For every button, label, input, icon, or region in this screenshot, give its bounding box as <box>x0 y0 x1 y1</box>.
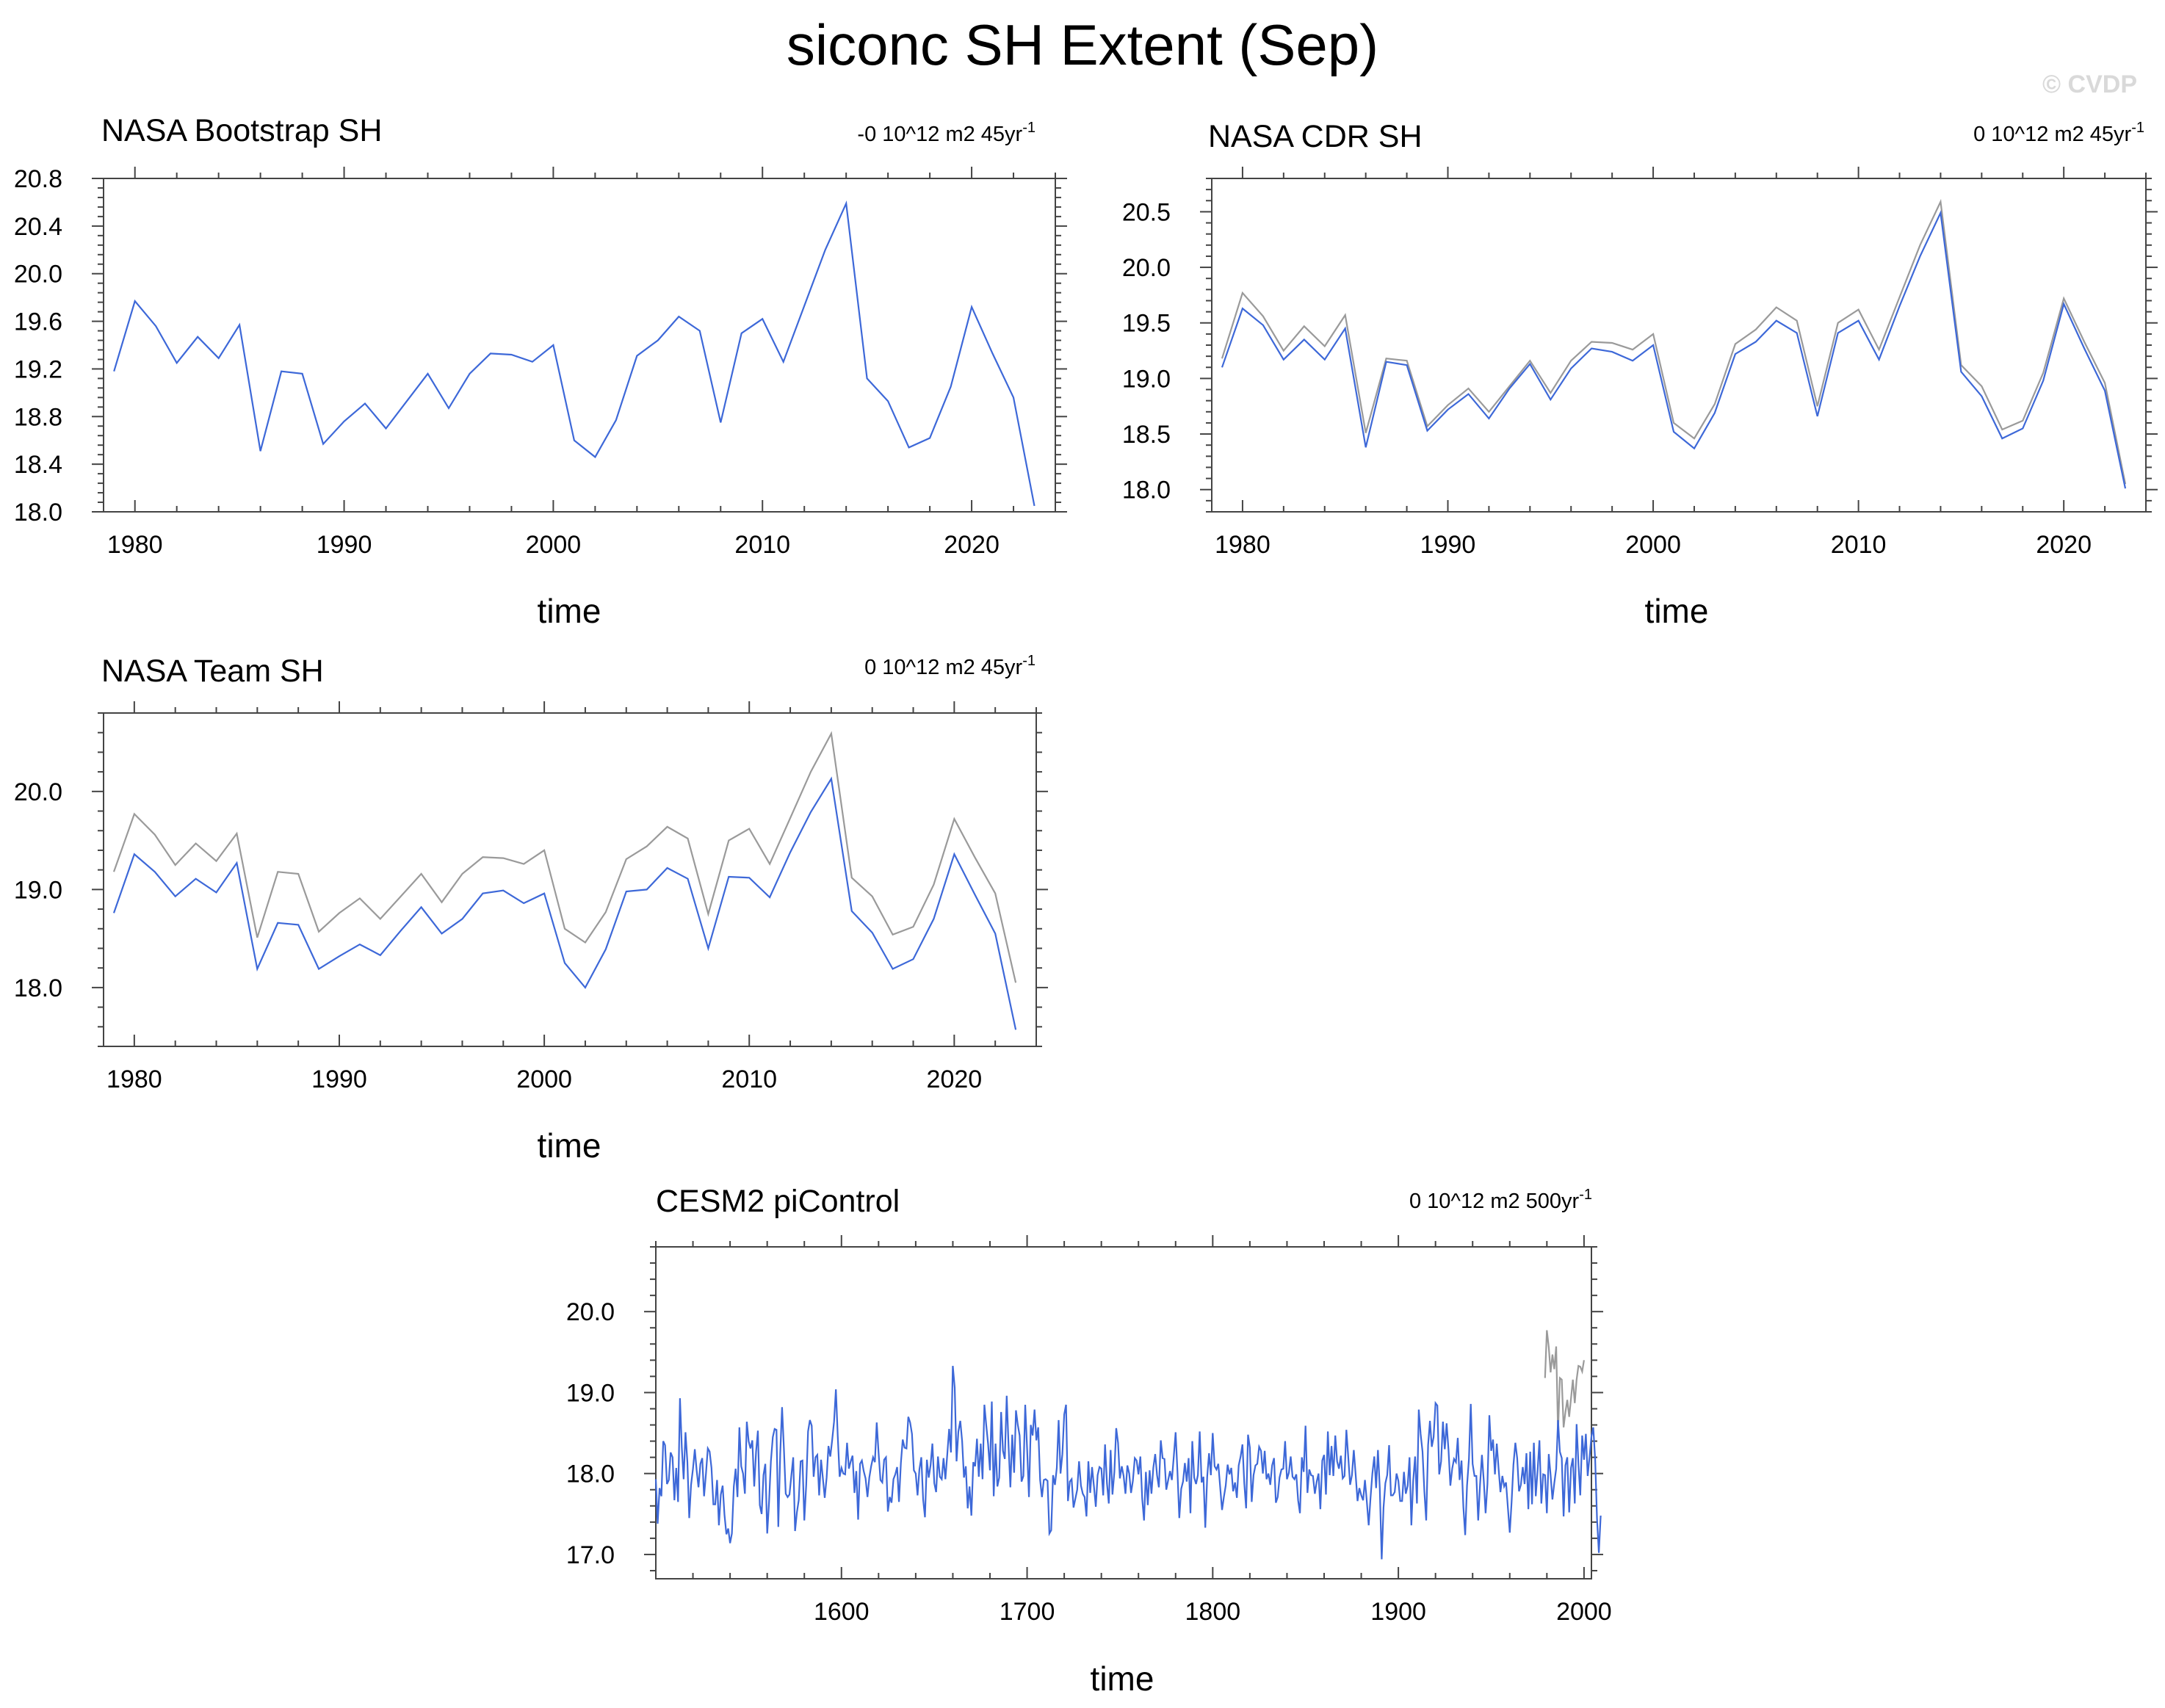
y-tick-label: 20.8 <box>14 165 62 193</box>
y-tick-label: 19.0 <box>566 1379 615 1407</box>
y-tick-label: 20.4 <box>14 213 62 241</box>
trend-label: 0 10^12 m2 45yr-1 <box>864 653 1035 679</box>
x-tick-label: 1980 <box>1215 531 1271 559</box>
plot-frame <box>103 712 1037 1047</box>
x-tick-label: 2020 <box>927 1065 983 1093</box>
panel-title: CESM2 piControl <box>656 1184 900 1219</box>
observed-series-line <box>1544 1330 1585 1433</box>
x-tick-label: 1990 <box>311 1065 367 1093</box>
x-tick-label: 2010 <box>721 1065 777 1093</box>
y-tick-label: 19.0 <box>14 876 62 904</box>
y-tick-label: 20.0 <box>1122 254 1171 282</box>
x-tick-label: 1900 <box>1370 1598 1426 1626</box>
y-tick-label: 19.5 <box>1122 310 1171 338</box>
trend-exponent: -1 <box>1022 120 1035 136</box>
x-tick-label: 2010 <box>734 531 790 559</box>
x-tick-label: 2000 <box>1556 1598 1612 1626</box>
x-axis-label: time <box>1645 592 1709 630</box>
observed-series-line <box>1221 198 2127 485</box>
model-series-line <box>654 1366 1602 1560</box>
y-tick-label: 17.0 <box>566 1541 615 1569</box>
x-axis-label: time <box>538 1126 601 1165</box>
y-tick-label: 20.0 <box>566 1298 615 1326</box>
x-tick-label: 2000 <box>516 1065 572 1093</box>
x-tick-label: 2020 <box>2036 531 2092 559</box>
trend-text: 0 10^12 m2 500yr <box>1409 1190 1580 1213</box>
x-tick-label: 2010 <box>1831 531 1887 559</box>
y-tick-label: 18.0 <box>14 974 62 1002</box>
model-series-line <box>113 200 1035 507</box>
x-tick-label: 1980 <box>106 1065 162 1093</box>
x-tick-label: 1600 <box>814 1598 870 1626</box>
y-tick-label: 19.2 <box>14 355 62 383</box>
y-tick-label: 18.8 <box>14 403 62 431</box>
x-tick-label: 1800 <box>1185 1598 1241 1626</box>
plot-frame <box>655 1246 1592 1579</box>
x-tick-label: 2000 <box>1625 531 1681 559</box>
panel-nasa-bootstrap: NASA Bootstrap SH -0 10^12 m2 45yr-1 tim… <box>14 113 1067 630</box>
x-tick-label: 1980 <box>107 531 163 559</box>
model-series-line <box>112 776 1017 1030</box>
y-tick-label: 18.4 <box>14 451 62 479</box>
y-tick-label: 20.5 <box>1122 198 1171 226</box>
trend-text: -0 10^12 m2 45yr <box>857 123 1022 146</box>
plot-frame <box>1211 178 2147 513</box>
panel-title: NASA Team SH <box>101 654 324 689</box>
x-tick-label: 2000 <box>526 531 582 559</box>
trend-text: 0 10^12 m2 45yr <box>864 656 1022 679</box>
observed-series-line <box>112 731 1017 983</box>
model-series-line <box>1221 210 2127 489</box>
y-tick-label: 18.5 <box>1122 421 1171 449</box>
trend-exponent: -1 <box>2131 120 2144 136</box>
y-tick-label: 18.0 <box>566 1461 615 1488</box>
y-tick-label: 18.0 <box>1122 477 1171 504</box>
trend-text: 0 10^12 m2 45yr <box>1973 123 2131 146</box>
panel-nasa-team: NASA Team SH 0 10^12 m2 45yr-1 time 1980… <box>14 653 1048 1165</box>
trend-exponent: -1 <box>1579 1187 1592 1203</box>
y-tick-label: 20.0 <box>14 261 62 289</box>
plot-frame <box>103 178 1056 513</box>
trend-exponent: -1 <box>1022 653 1035 669</box>
trend-label: 0 10^12 m2 45yr-1 <box>1973 120 2144 146</box>
y-tick-label: 20.0 <box>14 778 62 806</box>
panel-title: NASA CDR SH <box>1208 119 1423 154</box>
x-tick-label: 1700 <box>1000 1598 1055 1626</box>
x-tick-label: 2020 <box>944 531 1000 559</box>
y-tick-label: 19.0 <box>1122 365 1171 393</box>
y-tick-label: 18.0 <box>14 499 62 526</box>
figure-title: siconc SH Extent (Sep) <box>787 12 1378 77</box>
x-tick-label: 1990 <box>317 531 372 559</box>
x-axis-label: time <box>538 592 601 630</box>
trend-label: -0 10^12 m2 45yr-1 <box>857 120 1035 146</box>
panel-nasa-cdr: NASA CDR SH 0 10^12 m2 45yr-1 time 1980 1… <box>1122 119 2158 630</box>
x-axis-label: time <box>1091 1660 1154 1698</box>
panel-cesm2-picontrol: CESM2 piControl 0 10^12 m2 500yr-1 time … <box>566 1184 1612 1698</box>
x-tick-label: 1990 <box>1420 531 1476 559</box>
watermark: © CVDP <box>2042 70 2137 98</box>
y-tick-label: 19.6 <box>14 308 62 336</box>
panel-title: NASA Bootstrap SH <box>101 113 382 148</box>
trend-label: 0 10^12 m2 500yr-1 <box>1409 1187 1592 1213</box>
